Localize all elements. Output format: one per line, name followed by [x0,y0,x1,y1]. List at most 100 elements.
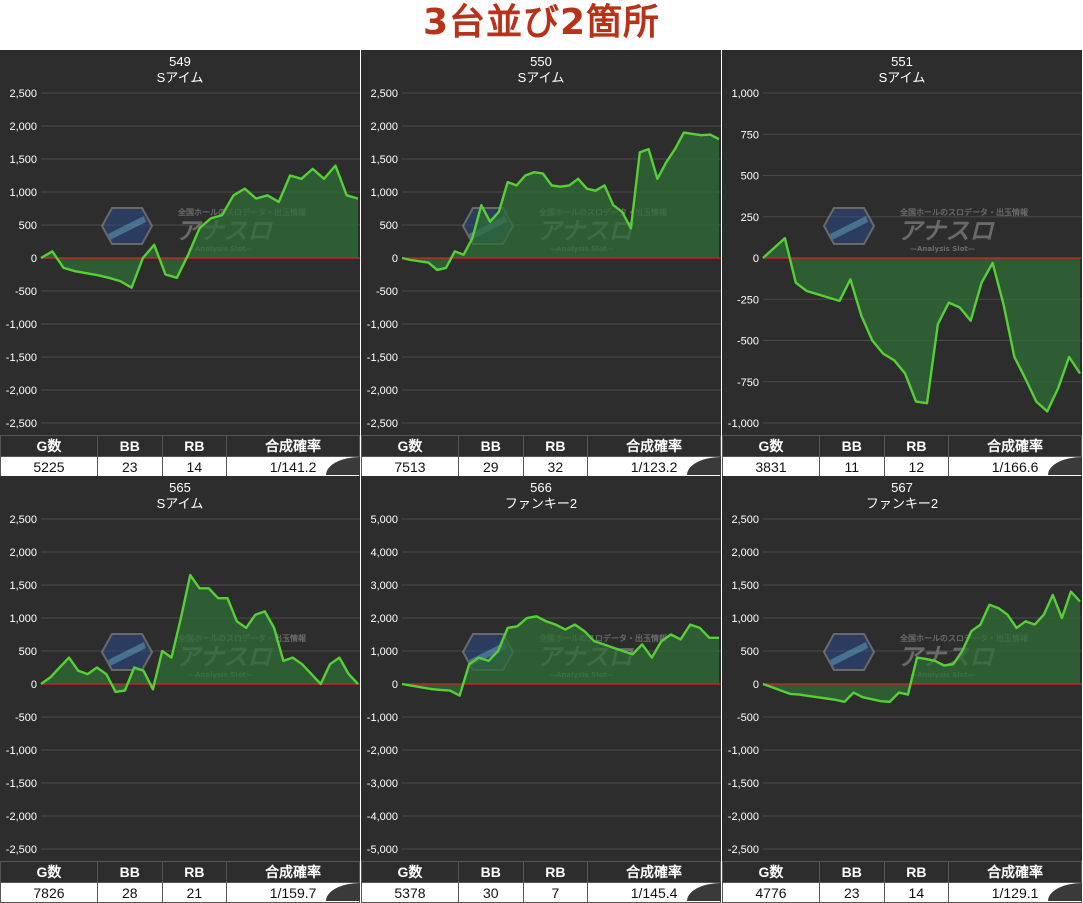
y-tick-label: 1,500 [731,580,759,592]
y-tick-label: -2,000 [6,811,37,823]
y-tick-label: -2,500 [6,418,37,430]
y-tick-label: -500 [15,712,37,724]
y-tick-label: 0 [31,253,37,265]
stats-header: 合成確率 [948,435,1082,457]
stripe-icon [108,216,146,240]
stats-value: 30 [457,882,524,903]
y-tick-label: 750 [741,129,759,141]
y-tick-label: 1,000 [9,187,37,199]
stats-header: 合成確率 [226,435,360,457]
stats-header: BB [818,435,885,457]
line-chart: 5,000 4,000 3,000 2,000 1,000 0 -1,000 -2,000 -3… [367,514,721,856]
stats-table: G数 BB RB 合成確率 4776 23 14 1/129.1 [722,861,1082,903]
chart-area: 2,500 2,000 1,500 1,000 500 0 -500 -1,000 -1,500… [361,50,721,435]
machine-model: Sアイム [517,70,565,85]
stats-table: G数 BB RB 合成確率 3831 11 12 1/166.6 [722,435,1082,477]
y-tick-label: 0 [753,253,759,265]
watermark-sub: —Analysis Slot— [910,245,975,253]
stripe-icon [830,216,868,240]
line-chart: 2,500 2,000 1,500 1,000 500 0 -500 -1,000 -1,500… [728,514,1082,856]
line-chart: 2,500 2,000 1,500 1,000 500 0 -500 -1,000 -1,500… [6,514,360,856]
y-tick-label: 0 [392,253,398,265]
y-tick-label: -2,500 [367,418,398,430]
machine-number: 565 [169,480,191,495]
machine-model: Sアイム [156,496,204,511]
stats-header: RB [161,435,228,457]
y-tick-label: 2,000 [731,547,759,559]
y-tick-label: 1,500 [370,154,398,166]
y-tick-label: -1,500 [728,778,759,790]
stats-value: 32 [522,456,589,477]
stats-header: 合成確率 [587,861,721,883]
chart-panel-565: 2,500 2,000 1,500 1,000 500 0 -500 -1,000 -1,500… [0,476,360,903]
y-tick-label: -500 [15,286,37,298]
y-tick-label: -500 [737,712,759,724]
stats-header: BB [96,435,163,457]
y-tick-label: 500 [741,646,759,658]
stats-value: 3831 [722,456,820,477]
chart-header: 551 Sアイム [722,54,1082,86]
stats-value: 14 [161,456,228,477]
stats-header: RB [161,861,228,883]
series-line [401,615,719,697]
machine-number: 551 [891,54,913,69]
watermark-tagline: 全国ホールのスロデータ・出玉情報 [899,633,1029,643]
machine-number: 566 [530,480,552,495]
series-line [401,131,720,272]
y-tick-label: -3,000 [367,778,398,790]
stats-value: 7826 [0,882,98,903]
machine-model: Sアイム [878,70,926,85]
chart-panel-566: 5,000 4,000 3,000 2,000 1,000 0 -1,000 -2,000 -3… [361,476,721,903]
stats-header: BB [96,861,163,883]
y-tick-label: 2,500 [9,514,37,526]
stats-value: 23 [96,456,163,477]
chart-area: 2,500 2,000 1,500 1,000 500 0 -500 -1,000 -1,500… [0,476,360,861]
chart-panel-549: 2,500 2,000 1,500 1,000 500 0 -500 -1,000 -1,500… [0,50,360,477]
watermark-tagline: 全国ホールのスロデータ・出玉情報 [538,633,668,643]
y-tick-label: -1,000 [728,745,759,757]
y-tick-label: -1,000 [367,319,398,331]
chart-panel-550: 2,500 2,000 1,500 1,000 500 0 -500 -1,000 -1,500… [361,50,721,477]
stats-value: 14 [883,882,950,903]
stats-value: 11 [818,456,885,477]
y-tick-label: 1,000 [370,187,398,199]
machine-model: ファンキー2 [504,496,578,511]
y-tick-label: -4,000 [367,811,398,823]
y-tick-label: 250 [741,212,759,224]
chart-area: 2,500 2,000 1,500 1,000 500 0 -500 -1,000 -1,500… [0,50,360,435]
chart-header: 567 ファンキー2 [722,480,1082,512]
y-tick-label: 1,500 [9,154,37,166]
series-area [402,616,719,696]
stats-value: 5225 [0,456,98,477]
stats-header: BB [818,861,885,883]
watermark-name: アナスロ [898,217,996,245]
stats-header: RB [883,861,950,883]
stats-header: 合成確率 [587,435,721,457]
stats-value: 7513 [361,456,459,477]
y-tick-label: -2,000 [6,385,37,397]
stats-header: 合成確率 [226,861,360,883]
stats-header: G数 [361,435,459,457]
y-tick-label: 2,000 [370,613,398,625]
series-line [762,590,1081,704]
y-tick-label: -750 [737,377,759,389]
y-tick-label: 1,000 [9,613,37,625]
stripe-icon [830,642,868,666]
series-area [763,238,1080,412]
chart-header: 549 Sアイム [0,54,360,86]
y-tick-label: 3,000 [370,580,398,592]
y-tick-label: 500 [19,646,37,658]
stats-header: G数 [0,861,98,883]
line-chart: 2,500 2,000 1,500 1,000 500 0 -500 -1,000 -1,500… [367,88,721,430]
y-tick-label: -500 [737,336,759,348]
y-tick-label: -1,000 [367,712,398,724]
chart-panel-551: 1,000 750 500 250 0 -250 -500 -750 -1,000 全国ホールのス… [722,50,1082,477]
y-tick-label: -500 [376,286,398,298]
y-tick-label: -2,000 [728,811,759,823]
y-tick-label: 2,500 [9,88,37,100]
y-tick-label: 2,500 [731,514,759,526]
chart-panel-567: 2,500 2,000 1,500 1,000 500 0 -500 -1,000 -1,500… [722,476,1082,903]
y-tick-label: 2,000 [9,547,37,559]
stats-header: RB [883,435,950,457]
